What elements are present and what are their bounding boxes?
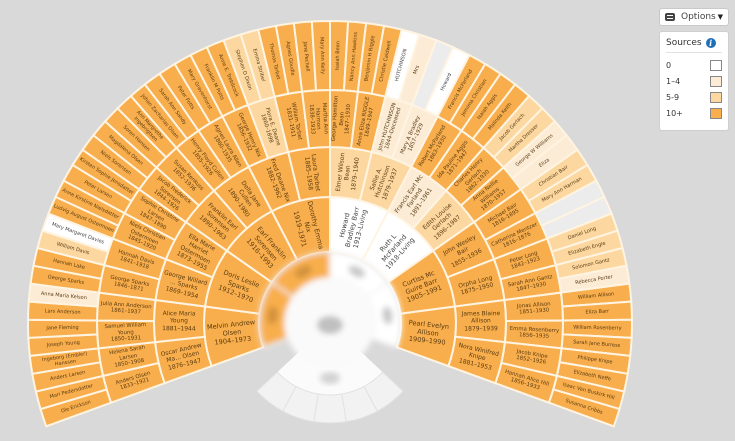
info-icon[interactable]: i — [705, 38, 716, 48]
person-dates: 1879–1939 — [464, 324, 498, 333]
person-name: Joseph Young — [46, 339, 81, 349]
person-name: Mary Ann Kelly — [318, 36, 326, 75]
person-label: Isaiah Bean — [330, 23, 346, 88]
person-label-box: Martha Ann Harmon 1838–1933 — [305, 92, 331, 146]
person-name: Jane Fleming — [46, 324, 79, 332]
person-name: Mrs — [412, 64, 421, 76]
person-name: Alice Maria Young — [162, 310, 196, 325]
person-label-box: James Blaine Allison 1879–1939 — [458, 304, 504, 339]
blurred-label — [320, 372, 340, 384]
person-name: Nancy Ann Hawkins — [348, 31, 360, 82]
person-name: Eliza — [537, 157, 551, 169]
person-dates: 1850–1931 — [110, 335, 142, 343]
person-dates: 1851–1930 — [518, 307, 550, 316]
root-person-blurred[interactable] — [258, 250, 402, 368]
legend-swatch — [710, 107, 722, 119]
legend-title: Sources — [666, 38, 702, 48]
person-label-box: Pearl Evelyn Allison 1909–1990 — [400, 309, 456, 359]
options-button[interactable]: Options ▼ — [659, 8, 729, 26]
person-segment[interactable]: Jane Fleming — [27, 318, 99, 339]
person-dates: 1861–1937 — [110, 307, 142, 316]
person-label: George Hamilton Bean 1847–1930 — [329, 92, 355, 146]
legend-item: 10+ — [666, 105, 722, 121]
person-label: Mary Ann Kelly — [314, 23, 330, 88]
person-dates: 1909–1990 — [408, 334, 446, 347]
person-label-box: Isaiah Bean — [330, 23, 346, 88]
person-label-box: Alice Maria Young 1881–1944 — [156, 304, 202, 339]
legend-swatch — [710, 75, 722, 87]
blurred-label — [267, 306, 278, 325]
legend-label: 0 — [666, 60, 672, 70]
legend-item: 0 — [666, 57, 722, 73]
person-dates: 1856–1935 — [518, 332, 550, 340]
legend-label: 5-9 — [666, 92, 680, 102]
person-name: Sarah Jane Burress — [572, 339, 621, 349]
sources-legend: Sources i 0 1–4 5-9 10+ — [659, 31, 729, 131]
person-label-box: Laura Tarbet 1885–1958 — [292, 148, 331, 198]
person-segment[interactable]: Susanna Cribbs — [547, 388, 621, 428]
blurred-label — [294, 265, 312, 278]
legend-label: 10+ — [666, 108, 683, 118]
sliders-icon — [665, 13, 675, 21]
person-label-box: Mary Ann Kelly — [314, 23, 330, 88]
person-name: George Sparks — [47, 274, 85, 287]
person-dates: 1881–1944 — [162, 324, 196, 333]
blurred-label — [348, 265, 366, 278]
legend-swatch — [710, 91, 722, 103]
person-name: Samuel William Young — [104, 322, 147, 337]
options-label: Options — [681, 12, 716, 22]
person-name: William Rosenberry — [573, 324, 622, 332]
person-name: Anna Maria Kelson — [40, 290, 88, 302]
caret-down-icon: ▼ — [717, 13, 723, 21]
segment-shape — [547, 388, 621, 428]
person-label-box: Jonas Allison 1851–1930 — [507, 295, 561, 321]
person-dates: 1838–1933 — [307, 104, 316, 135]
person-name: James Blaine Allison — [461, 310, 501, 325]
person-name: William Allison — [577, 291, 615, 301]
person-label: Jane Fleming — [30, 320, 95, 335]
grandchild-segment[interactable] — [256, 371, 297, 412]
legend-swatch — [710, 59, 722, 71]
person-segment[interactable]: Mary Ann Kelly — [310, 19, 331, 92]
grandchild-segment[interactable] — [313, 393, 347, 424]
legend-item: 5-9 — [666, 89, 722, 105]
legend-item: 1–4 — [666, 73, 722, 89]
person-dates: 1904–1973 — [214, 334, 252, 347]
person-name: Jane Pechell — [301, 41, 311, 72]
person-name: Eliza Barr — [585, 308, 610, 316]
person-label: Eliza Barr — [565, 304, 631, 321]
person-label-box: Samuel William Young 1850–1931 — [99, 320, 153, 345]
person-label-box: Emma Rosenberry 1856–1935 — [507, 320, 561, 345]
person-name: Agnes Goudie — [284, 40, 296, 77]
person-name: Lars Anderson — [44, 308, 81, 316]
person-label-box: George Hamilton Bean 1847–1930 — [329, 92, 355, 146]
descendants-fan — [256, 350, 404, 424]
person-name: Isaiah Bean — [334, 40, 342, 71]
blurred-label — [317, 316, 343, 334]
person-name: Anders Larsen — [49, 369, 86, 383]
legend-label: 1–4 — [666, 76, 681, 86]
person-label-box: Jane Fleming — [30, 320, 95, 335]
person-label: William Rosenberry — [565, 320, 630, 335]
person-name: Philippe Knipe — [576, 354, 613, 366]
person-name: Rebecca Porter — [574, 274, 614, 287]
blurred-label — [382, 306, 393, 325]
person-dates: 1847–1930 — [344, 104, 353, 135]
person-label-box: Eliza Barr — [565, 304, 631, 321]
person-label-box: William Rosenberry — [565, 320, 630, 335]
